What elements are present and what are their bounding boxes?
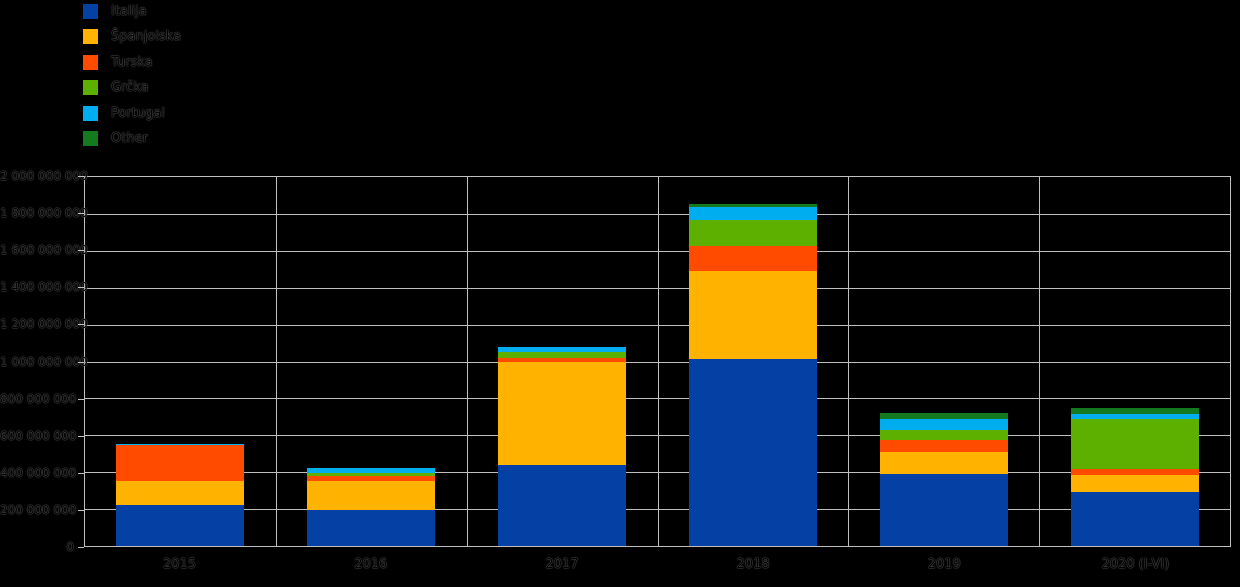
bar-segment-2019-Portugal [879,418,1008,430]
bar-segment-2018-Španjolska [688,271,817,359]
x-tick-label: 2018 [736,557,770,572]
v-gridline [1039,177,1041,546]
legend-label-3: Turska [111,54,153,70]
legend-swatch-3 [83,54,98,70]
bar-segment-2018-Italija [688,358,817,546]
legend-swatch-1 [83,4,98,19]
bar-segment-2019-Other [879,413,1008,419]
bar-segment-2018-Portugal [688,206,817,221]
y-tick-label: 0 [66,540,74,554]
y-tick-label: 400 000 000 [0,465,77,480]
x-tick-label: 2020 (I-VI) [1101,557,1170,572]
bar-segment-2020 (I-VI)-Španjolska [1070,474,1199,492]
y-tick-label: 1 400 000 000 [0,280,88,295]
bar-segment-2016-Turska [307,475,436,482]
v-gridline [275,177,277,546]
bar-segment-2016-Grčka [307,473,436,476]
y-tick-label: 1 600 000 000 [0,243,88,258]
y-tick-label: 1 800 000 000 [0,206,88,221]
bar-segment-2017-Italija [498,464,627,546]
x-tick-label: 2017 [545,557,579,572]
v-gridline [657,177,659,546]
legend-swatch-2 [83,29,98,45]
bar-segment-2017-Grčka [498,352,627,358]
bar-segment-2020 (I-VI)-Turska [1070,469,1199,475]
bar-segment-2015-Španjolska [116,481,245,505]
bar-segment-2016-Portugal [307,467,436,474]
y-tick-mark [78,509,84,511]
y-tick-label: 600 000 000 [0,428,77,443]
bar-segment-2020 (I-VI)-Portugal [1070,414,1199,419]
y-tick-mark [78,287,84,289]
bar-segment-2015-Turska [116,445,245,482]
bar-segment-2019-Grčka [879,429,1008,440]
x-tick-label: 2019 [927,557,961,572]
legend-label-1: Italija [111,4,147,19]
bar-segment-2017-Španjolska [498,362,627,465]
y-tick-mark [78,176,84,177]
bar-segment-2020 (I-VI)-Other [1070,407,1199,415]
bar-segment-2017-Turska [498,357,627,363]
y-tick-label: 200 000 000 [0,502,77,517]
y-tick-label: 800 000 000 [0,391,77,406]
legend-label-5: Portugal [111,105,165,121]
y-tick-mark [78,213,84,215]
bar-segment-2019-Italija [879,474,1008,546]
bar-segment-2015-Portugal [116,444,245,446]
y-tick-mark [78,435,84,437]
x-tick-label: 2016 [354,557,388,572]
legend-label-6: Other [111,131,148,146]
x-tick-label: 2015 [163,557,197,572]
bar-segment-2018-Other [688,203,817,207]
bar-segment-2016-Španjolska [307,481,436,511]
bar-segment-2017-Portugal [498,346,627,353]
legend-swatch-6 [83,131,98,146]
y-tick-label: 1 200 000 000 [0,317,88,332]
y-tick-mark [78,361,84,363]
y-tick-mark [78,250,84,252]
legend-label-4: Grčka [111,80,149,96]
bar-segment-2018-Turska [688,246,817,272]
bar-segment-2016-Italija [307,510,436,546]
y-tick-label: 1 000 000 000 [0,354,88,369]
plot-area [84,176,1231,547]
legend-label-2: Španjolska [111,29,181,45]
bar-segment-2020 (I-VI)-Grčka [1070,418,1199,470]
bar-segment-2019-Španjolska [879,451,1008,475]
bar-segment-2018-Grčka [688,220,817,247]
bar-segment-2020 (I-VI)-Italija [1070,491,1199,546]
y-tick-mark [78,324,84,326]
y-tick-mark [78,547,84,548]
bar-segment-2019-Turska [879,439,1008,452]
y-tick-label: 2 000 000 000 [0,169,88,183]
v-gridline [466,177,468,546]
legend-swatch-5 [83,105,98,121]
v-gridline [848,177,850,546]
y-tick-mark [78,398,84,400]
bar-segment-2015-Italija [116,504,245,546]
legend-swatch-4 [83,80,98,96]
y-tick-mark [78,472,84,474]
